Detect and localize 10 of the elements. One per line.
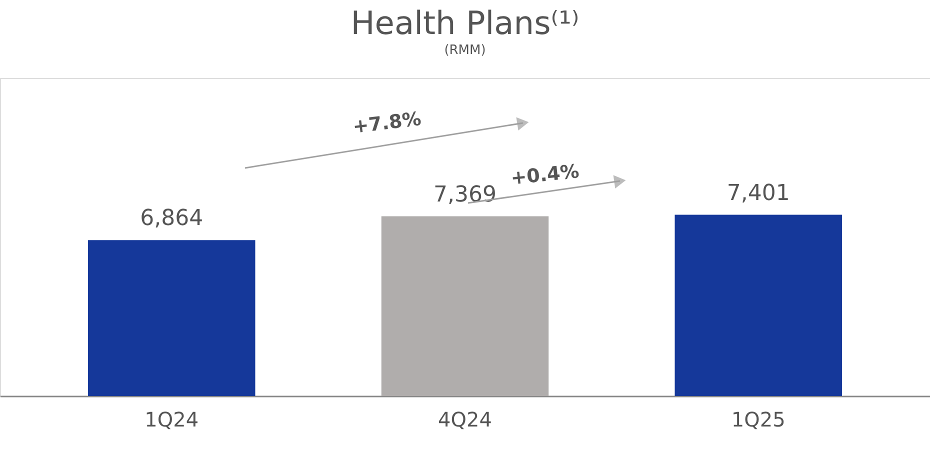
chart-subtitle: (RMM)	[444, 43, 486, 58]
chart-title: Health Plans⁽¹⁾	[350, 4, 580, 42]
annotation: +0.4%	[510, 160, 580, 190]
data-label: 7,369	[434, 182, 496, 208]
data-label: 7,401	[726, 180, 790, 206]
annotation: +7.8%	[352, 108, 422, 138]
x-tick-label: 1Q24	[144, 408, 199, 432]
x-tick-label: 1Q25	[731, 408, 786, 432]
data-label: 6,864	[140, 206, 204, 232]
x-tick-label: 4Q24	[438, 408, 492, 432]
